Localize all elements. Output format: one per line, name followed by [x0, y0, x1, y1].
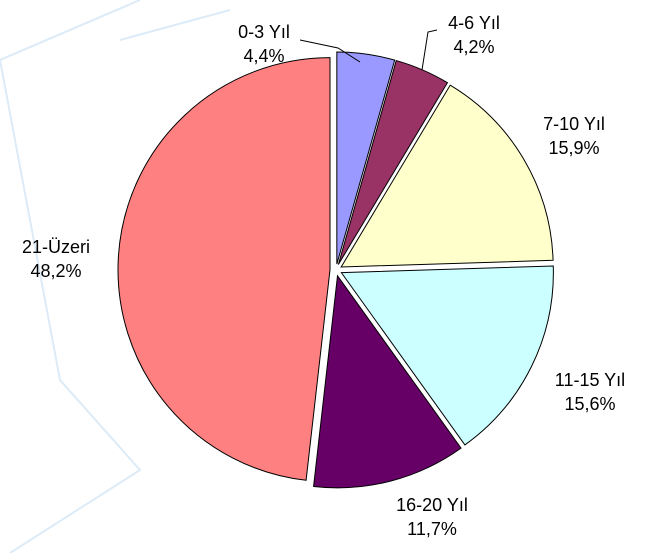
value-label: 11,7%	[407, 519, 457, 539]
value-label: 4,2%	[453, 37, 494, 57]
background-decor	[0, 0, 231, 553]
slice-label: 16-20 Yıl	[396, 495, 468, 515]
value-label: 4,4%	[243, 46, 284, 66]
pie-slice	[336, 51, 396, 265]
leader-line	[299, 39, 361, 63]
value-label: 15,9%	[548, 138, 599, 158]
pie-slice	[313, 274, 462, 489]
value-label: 48,2%	[30, 261, 81, 281]
pie-slice	[340, 265, 554, 446]
slice-label: 7-10 Yıl	[543, 114, 605, 134]
value-label: 15,6%	[564, 394, 615, 414]
pie-slice	[117, 57, 331, 481]
slice-label: 4-6 Yıl	[448, 13, 500, 33]
slice-label: 0-3 Yıl	[238, 22, 290, 42]
slice-label: 11-15 Yıl	[555, 370, 625, 390]
slice-label: 21-Üzeri	[22, 237, 90, 257]
pie-slice	[340, 84, 554, 268]
leader-line	[421, 29, 438, 71]
pie-slice	[337, 59, 449, 265]
